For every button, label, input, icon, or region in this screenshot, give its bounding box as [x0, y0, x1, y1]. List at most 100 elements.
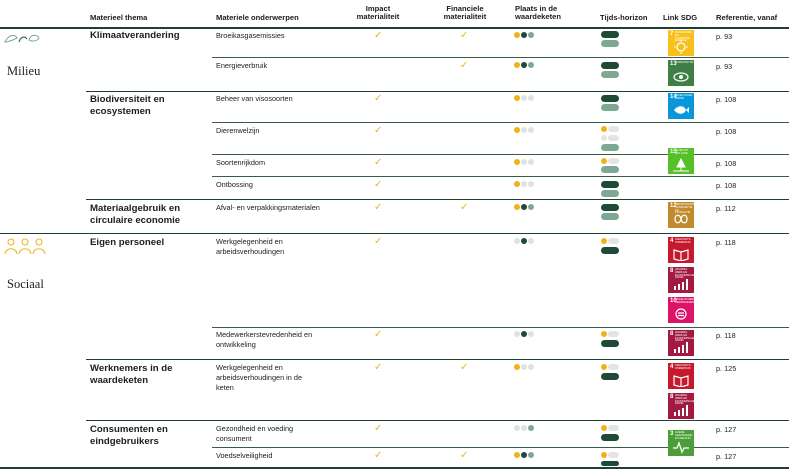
- horizon-medium: [601, 373, 619, 380]
- horizon-medium: [601, 204, 619, 211]
- theme-rule: [86, 199, 789, 200]
- impact-check: ✓: [374, 125, 383, 136]
- sdg-4-icon: 4 KWALITEITS-ONDERWIJS: [668, 363, 694, 389]
- horizon-short: [601, 425, 607, 431]
- horizon-track: [608, 135, 619, 141]
- impact-check: ✓: [374, 423, 383, 434]
- horizon-medium: [601, 340, 619, 347]
- impact-check: ✓: [374, 362, 383, 373]
- value-chain-indicator: [514, 204, 534, 210]
- horizon-short: [601, 126, 607, 132]
- financial-check: ✓: [460, 60, 469, 71]
- theme-biodiversity: Biodiversiteit en ecosystemen: [90, 94, 165, 117]
- horizon-medium: [601, 95, 619, 102]
- section-rule: [0, 233, 789, 234]
- theme-value-chain-workers: Werknemers in de waardeketen: [90, 363, 173, 386]
- topic-satisfaction: Medewerkerstevredenheid en ontwikkeling: [216, 330, 313, 349]
- reference-employment-own: p. 118: [716, 238, 736, 247]
- theme-own-staff: Eigen personeel: [90, 237, 165, 248]
- value-chain-indicator: [514, 452, 534, 458]
- value-chain-indicator: [514, 32, 534, 38]
- value-chain-indicator: [514, 159, 534, 165]
- horizon-track: [608, 331, 619, 337]
- theme-rule: [86, 420, 789, 421]
- impact-check: ✓: [374, 202, 383, 213]
- theme-rule: [86, 359, 789, 360]
- header-topics: Materiele onderwerpen: [216, 13, 299, 22]
- topic-health: Gezondheid en voeding consument: [216, 424, 294, 443]
- sdg-8-icon: 8 WAARDIG WERK EN ECONOMISCHE GROEI: [668, 330, 695, 356]
- theme-materials: Materiaalgebruik en circulaire economie: [90, 203, 181, 226]
- reference-energy: p. 93: [716, 62, 733, 71]
- sdg-3-icon: 3 GOEDE GEZONDHEID EN WELZIJN: [668, 430, 694, 456]
- bottom-rule: [0, 467, 789, 469]
- horizon-track: [608, 425, 619, 431]
- impact-check: ✓: [374, 179, 383, 190]
- reference-animal: p. 108: [716, 127, 737, 136]
- reference-employment-chain: p. 125: [716, 364, 737, 373]
- row-rule: [212, 327, 789, 328]
- row-rule: [212, 447, 789, 448]
- row-rule: [212, 176, 789, 177]
- financial-check: ✓: [460, 30, 469, 41]
- horizon-long: [601, 144, 619, 151]
- value-chain-indicator: [514, 364, 534, 370]
- horizon-track: [608, 238, 619, 244]
- value-chain-indicator: [514, 181, 534, 187]
- value-chain-indicator: [514, 127, 534, 133]
- topic-animal-welfare: Dierenwelzijn: [216, 126, 260, 135]
- impact-check: ✓: [374, 93, 383, 104]
- header-rule: [0, 27, 789, 29]
- row-rule: [212, 57, 789, 58]
- reference-ghg: p. 93: [716, 32, 733, 41]
- horizon-short: [601, 452, 607, 458]
- financial-check: ✓: [460, 450, 469, 461]
- topic-food-safety: Voedselveiligheid: [216, 451, 273, 460]
- impact-check: ✓: [374, 236, 383, 247]
- financial-check: ✓: [460, 362, 469, 373]
- theme-consumers: Consumenten en eindgebruikers: [90, 424, 168, 447]
- reference-packaging: p. 112: [716, 204, 736, 213]
- horizon-long: [601, 190, 619, 197]
- header-impact: Impact materialiteit: [356, 4, 400, 21]
- horizon-track: [608, 126, 619, 132]
- horizon-track: [608, 158, 619, 164]
- header-sdg: Link SDG: [663, 13, 698, 22]
- topic-deforestation: Ontbossing: [216, 180, 253, 189]
- horizon-long: [601, 166, 619, 173]
- sdg-13-icon: 13 KLIMAATACTIE: [668, 60, 694, 86]
- horizon-medium: [601, 62, 619, 69]
- topic-species: Soortenrijkdom: [216, 158, 266, 167]
- horizon-track: [608, 452, 619, 458]
- horizon-medium: [601, 247, 619, 254]
- sdg-14-icon: 14 LEVEN IN HET WATER: [668, 93, 694, 119]
- value-chain-indicator: [514, 62, 534, 68]
- horizon-medium: [601, 31, 619, 38]
- horizon-long: [601, 40, 619, 47]
- horizon-medium: [601, 461, 619, 466]
- leaf-icon: [4, 34, 40, 43]
- category-environment: Milieu: [7, 64, 41, 78]
- header-reference: Referentie, vanaf: [716, 13, 778, 22]
- impact-check: ✓: [374, 30, 383, 41]
- horizon-long: [601, 71, 619, 78]
- horizon-medium: [601, 181, 619, 188]
- horizon-short: [601, 364, 607, 370]
- header-value-chain: Plaats in de waardeketen: [515, 4, 562, 21]
- row-rule: [212, 154, 789, 155]
- impact-check: ✓: [374, 157, 383, 168]
- value-chain-indicator: [514, 331, 534, 337]
- header-time-horizon: Tijds-horizon: [600, 13, 648, 22]
- topic-employment-own: Werkgelegenheid en arbeidsverhoudingen: [216, 237, 285, 256]
- sdg-10-icon: 10 ONGELIJKHEID VERMINDEREN: [668, 297, 694, 323]
- theme-climate: Klimaatverandering: [90, 30, 180, 41]
- header-financial: Financiele materialiteit: [443, 4, 487, 21]
- value-chain-indicator: [514, 238, 534, 244]
- people-icon: [4, 238, 46, 255]
- horizon-short: [601, 158, 607, 164]
- financial-check: ✓: [460, 202, 469, 213]
- topic-fish: Beheer van visosoorten: [216, 94, 293, 103]
- row-rule: [212, 122, 789, 123]
- sdg-8-icon: 8 WAARDIG WERK EN ECONOMISCHE GROEI: [668, 267, 695, 293]
